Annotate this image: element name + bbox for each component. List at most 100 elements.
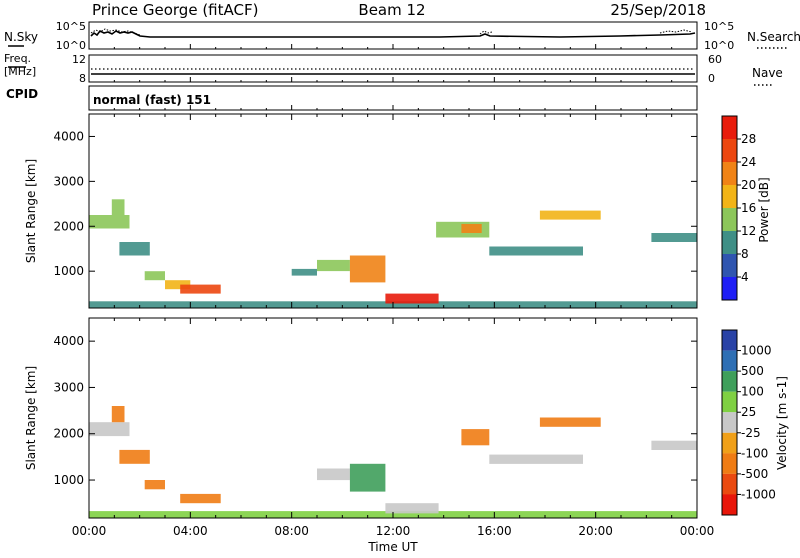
cpid-value: normal (fast) 151 <box>93 93 211 107</box>
x-tick-label: 00:00 <box>680 524 715 538</box>
y-tick-label: 4000 <box>53 334 84 348</box>
velocity-echo-region-9 <box>461 429 490 446</box>
power-echo-region-7 <box>291 268 317 276</box>
nsky-tick-low: 10^0 <box>56 39 86 52</box>
power-y-ticks: 1000 2000 3000 4000 <box>53 129 697 278</box>
x-tick-label: 04:00 <box>173 524 208 538</box>
y-tick-label: 1000 <box>53 473 84 487</box>
y-tick-label: 3000 <box>53 174 84 188</box>
freq-unit: [MHz] <box>4 65 36 78</box>
velocity-echo-region-12 <box>651 440 697 450</box>
x-tick-label: 00:00 <box>72 524 107 538</box>
power-colorbar-tick-label: 12 <box>741 224 756 238</box>
nsearch-label: N.Search <box>747 30 800 44</box>
nave-label: Nave <box>752 66 783 80</box>
velocity-colorbar-frame <box>721 329 738 516</box>
velocity-colorbar-swatch <box>722 371 737 392</box>
velocity-colorbar-tick-label: 500 <box>741 364 764 378</box>
power-echo-region-10 <box>385 293 439 304</box>
power-echo-region-5 <box>165 280 191 290</box>
velocity-colorbar-tick-label: -1000 <box>741 487 776 501</box>
velocity-frame <box>88 317 698 519</box>
velocity-echo-region-5 <box>180 493 221 504</box>
beam-title: Beam 12 <box>358 1 425 19</box>
velocity-panel: 1000 2000 3000 4000 00:00 04:00 08:00 12:00 16:… <box>24 317 715 554</box>
nsearch-trace <box>90 28 693 36</box>
velocity-colorbar-tick-label: -25 <box>741 426 761 440</box>
x-tick-label: 16:00 <box>477 524 512 538</box>
power-echo-region-12 <box>461 224 482 233</box>
power-colorbar-tick-label: 28 <box>741 132 756 146</box>
velocity-echo-region-8 <box>385 503 439 514</box>
power-colorbar-swatch <box>722 139 737 162</box>
power-colorbar-tick-label: 16 <box>741 201 756 215</box>
velocity-x-ticks: 00:00 04:00 08:00 12:00 16:00 20:00 00:00 <box>72 318 715 538</box>
power-colorbar-swatch <box>722 208 737 231</box>
power-echo-region-15 <box>651 233 697 242</box>
velocity-data-layer <box>89 406 697 518</box>
y-tick-label: 2000 <box>53 427 84 441</box>
velocity-echo-region-2 <box>111 406 125 423</box>
freq-label: Freq. <box>4 52 31 65</box>
velocity-echo-region-7 <box>349 463 386 492</box>
freq-strip: Freq. [MHz] 12 8 60 0 Nave <box>4 52 783 86</box>
y-tick-label: 2000 <box>53 219 84 233</box>
nsearch-tick-high: 10^5 <box>704 20 734 33</box>
power-echo-region-8 <box>317 259 350 272</box>
power-data-layer <box>89 199 697 308</box>
power-y-label: Slant Range [km] <box>24 159 38 263</box>
velocity-colorbar-label: Velocity [m s-1] <box>775 376 789 470</box>
power-echo-region-3 <box>119 242 150 256</box>
power-echo-region-2 <box>111 199 125 215</box>
power-echo-region-6 <box>180 284 221 294</box>
nsky-tick-high: 10^5 <box>56 20 86 33</box>
cpid-strip: CPID normal (fast) 151 <box>6 85 698 111</box>
power-echo-region-14 <box>539 210 601 220</box>
strip-x-ticks <box>88 44 698 110</box>
power-colorbar-tick-label: 8 <box>741 247 749 261</box>
freq-tick-low: 8 <box>79 72 86 85</box>
power-echo-region-13 <box>489 246 583 256</box>
velocity-echo-region-1 <box>89 422 130 437</box>
nave-tick-high: 60 <box>708 53 722 66</box>
power-colorbar-label: Power [dB] <box>757 177 771 242</box>
power-colorbar-tick-label: 24 <box>741 155 756 169</box>
power-colorbar-swatch <box>722 162 737 185</box>
velocity-echo-region-10 <box>489 454 583 464</box>
power-x-ticks <box>88 114 698 308</box>
power-echo-region-9 <box>349 255 386 283</box>
velocity-colorbar-tick-label: -500 <box>741 467 768 481</box>
velocity-colorbar-swatch <box>722 473 737 495</box>
velocity-colorbar-swatch <box>722 432 737 454</box>
velocity-colorbar-tick-label: 25 <box>741 405 756 419</box>
velocity-colorbar-tick-label: 100 <box>741 385 764 399</box>
velocity-colorbar-swatch <box>722 494 737 515</box>
power-colorbar-tick-label: 4 <box>741 270 749 284</box>
x-tick-label: 08:00 <box>274 524 309 538</box>
power-colorbar-swatch <box>722 254 737 277</box>
velocity-colorbar-swatch <box>722 350 737 372</box>
nave-tick-low: 0 <box>708 72 715 85</box>
station-title: Prince George (fitACF) <box>92 1 258 19</box>
power-colorbar-swatch <box>722 231 737 254</box>
velocity-colorbar-tick-label: 1000 <box>741 344 772 358</box>
nsky-trace <box>90 29 696 38</box>
power-colorbar-swatch <box>722 185 737 208</box>
velocity-colorbar-swatches <box>722 330 737 515</box>
velocity-colorbar-swatch <box>722 453 737 474</box>
velocity-echo-region-6 <box>317 468 350 481</box>
power-frame <box>88 113 698 309</box>
velocity-colorbar-tick-label: -100 <box>741 446 768 460</box>
power-colorbar-tick-label: 20 <box>741 178 756 192</box>
velocity-y-label: Slant Range [km] <box>24 366 38 470</box>
velocity-y-ticks: 1000 2000 3000 4000 <box>53 334 697 487</box>
power-panel: 1000 2000 3000 4000 Slant Range [km] <box>24 113 698 309</box>
velocity-colorbar-swatch <box>722 391 737 413</box>
power-colorbar-swatch <box>722 277 737 300</box>
power-colorbar-swatches <box>722 116 737 300</box>
velocity-colorbar-swatch <box>722 330 737 351</box>
power-colorbar-ticks: 4 8 12 16 20 24 28 <box>737 132 756 284</box>
velocity-echo-region-11 <box>539 417 601 427</box>
x-axis-label: Time UT <box>367 540 418 554</box>
